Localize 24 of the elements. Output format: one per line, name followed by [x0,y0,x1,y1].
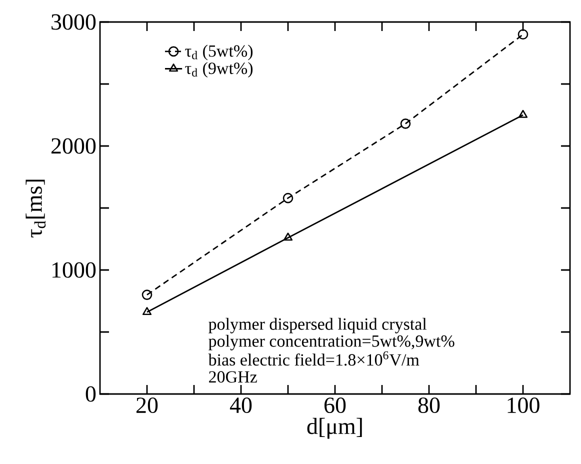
point [518,110,528,118]
legend-label: τ$_{d}$ (5wt%) [185,44,253,60]
legend-label: τ$_{d}$ (9wt%) [185,62,253,78]
point [282,192,294,204]
annotation: polymer concentration=5wt%,9wt% [208,334,454,350]
y-tick-label: 1000 [52,262,96,278]
y-tick-label: 3000 [52,14,96,30]
point [400,118,411,129]
x-tick-label: 60 [324,398,346,414]
annotation: bias electric field=1.8×10$^{6}$V/m [208,351,420,366]
annotation: 20GHz [209,371,257,383]
point [518,29,528,40]
x-tick-label: 40 [230,398,252,414]
x-tick-label: 100 [508,398,540,414]
point [142,290,152,300]
x-tick-label: 80 [418,398,440,414]
x-axis-title: d[μm] [307,418,362,439]
y-tick-label: 2000 [51,138,96,154]
point [142,307,152,316]
y-tick-label: 0 [86,386,96,402]
point [283,232,293,241]
annotation: polymer dispersed liquid crystal [208,318,427,334]
x-tick-label: 20 [136,398,158,414]
y-axis-title: τ$_{d}$[ms] [26,180,46,238]
